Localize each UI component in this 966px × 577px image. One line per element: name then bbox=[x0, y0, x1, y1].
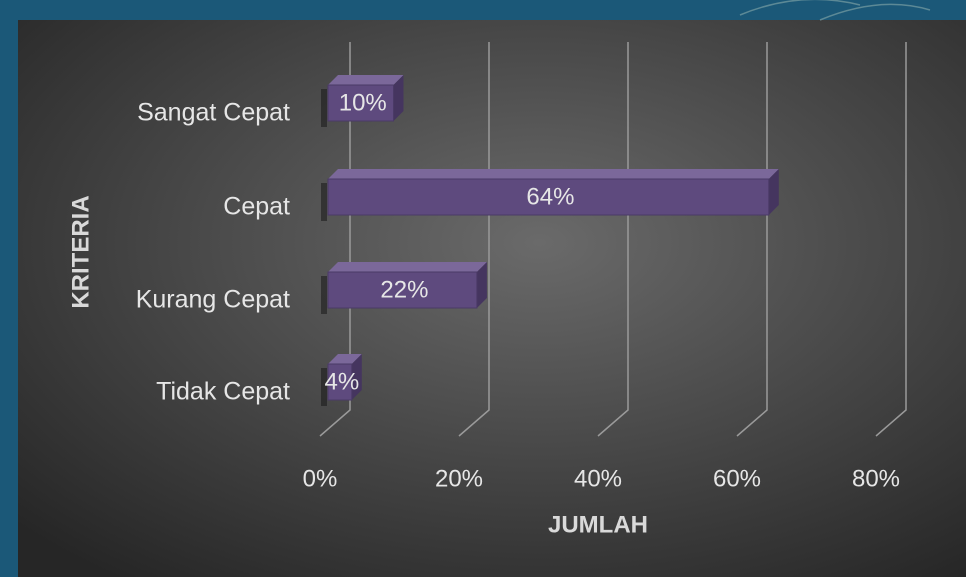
x-tick-label: 20% bbox=[435, 465, 483, 492]
bar bbox=[327, 75, 404, 122]
bar-side bbox=[768, 169, 779, 215]
grid-line bbox=[597, 42, 629, 437]
y-tick-label: Sangat Cepat bbox=[137, 99, 290, 127]
value-label: 4% bbox=[325, 368, 360, 395]
plot-panel bbox=[18, 20, 966, 577]
x-tick-label: 0% bbox=[303, 465, 338, 492]
bar-side bbox=[476, 262, 487, 308]
y-tick-label: Kurang Cepat bbox=[136, 286, 290, 314]
bar-face bbox=[327, 178, 770, 216]
grid-line bbox=[319, 42, 351, 437]
bar-top bbox=[328, 75, 404, 85]
bar-side bbox=[393, 75, 404, 121]
x-tick-label: 40% bbox=[574, 465, 622, 492]
decoration bbox=[739, 0, 931, 21]
grid-line bbox=[875, 42, 907, 437]
y-tick-label: Cepat bbox=[223, 193, 290, 221]
bar-face bbox=[327, 363, 353, 401]
x-tick-label: 60% bbox=[713, 465, 761, 492]
value-label: 10% bbox=[339, 89, 387, 116]
y-axis-title: KRITERIA bbox=[67, 195, 94, 308]
x-tick-label: 80% bbox=[852, 465, 900, 492]
bar bbox=[327, 354, 362, 401]
bar-top bbox=[328, 354, 362, 364]
bar bbox=[327, 169, 779, 216]
bar-top bbox=[328, 262, 487, 272]
bar bbox=[327, 262, 487, 309]
grid-line bbox=[458, 42, 490, 437]
grid-line bbox=[736, 42, 768, 437]
value-label: 22% bbox=[380, 276, 428, 303]
bar-side bbox=[351, 354, 362, 400]
value-label: 64% bbox=[526, 183, 574, 210]
bar-face bbox=[327, 271, 478, 309]
bar-top bbox=[328, 169, 779, 179]
x-axis-title: JUMLAH bbox=[548, 511, 648, 538]
bar-face bbox=[327, 84, 394, 122]
y-tick-label: Tidak Cepat bbox=[156, 378, 290, 406]
